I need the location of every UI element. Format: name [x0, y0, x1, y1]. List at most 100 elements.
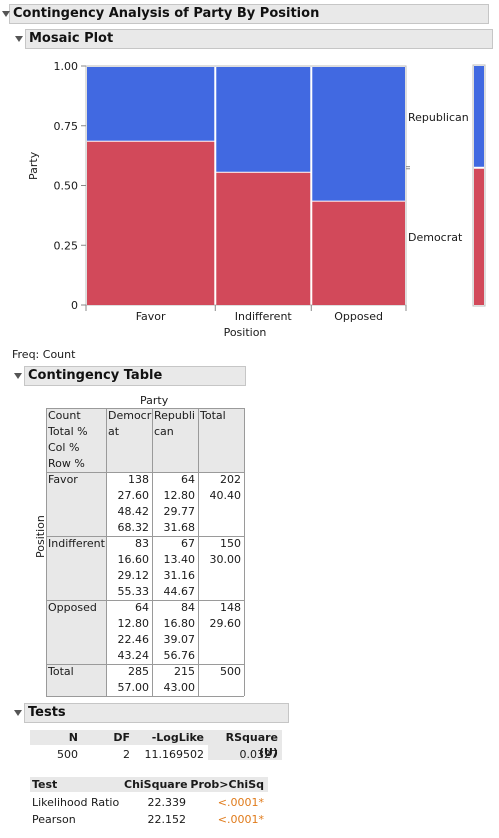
y-tick-label: 0.75: [54, 120, 79, 133]
marginal-republican: [474, 66, 484, 167]
x-axis-label: Position: [223, 326, 267, 339]
test-chisq-0: 22.339: [147, 796, 187, 809]
cell-total-indifferent: 150 30.00: [198, 536, 244, 600]
cell-democrat-favor-line: 138: [128, 473, 149, 486]
mosaic-cell-democrat-opposed: [312, 201, 405, 305]
col-header-1-line: can: [154, 425, 174, 438]
cell-republican-opposed-line: 39.07: [163, 633, 196, 646]
mosaic-header-label: Mosaic Plot: [29, 31, 114, 46]
summary-header-2: -LogLike: [134, 730, 208, 745]
test-name-0: Likelihood Ratio: [32, 796, 120, 809]
cell-republican-favor: 64 12.80 29.77 31.68: [152, 472, 198, 536]
cell-democrat-indifferent-line: 55.33: [117, 585, 150, 598]
summary-header-bg: [30, 730, 282, 745]
col-header-1-line: Republi: [154, 409, 195, 422]
y-tick-label: 1.00: [54, 60, 79, 73]
row-label-favor: Favor: [46, 472, 106, 536]
test-prob-1: <.0001*: [217, 813, 264, 826]
cell-republican-opposed-line: 16.80: [163, 617, 196, 630]
test-header-1: ChiSquare: [124, 777, 190, 792]
summary-header-3: RSquare (U): [208, 730, 282, 760]
summary-value-2: 11.169502: [144, 748, 205, 761]
row-label-indifferent: Indifferent: [46, 536, 106, 600]
cell-total-favor-line: 40.40: [209, 489, 242, 502]
cell-democrat-opposed-line: 43.24: [117, 649, 150, 662]
cell-democrat-opposed-line: 22.46: [117, 633, 150, 646]
row-label-total: Total: [46, 664, 106, 696]
test-chisq-1: 22.152: [147, 813, 187, 826]
cell-republican-opposed: 84 16.80 39.07 56.76: [152, 600, 198, 664]
x-tick-label: Favor: [136, 310, 166, 323]
summary-value-0: 500: [57, 748, 78, 761]
col-header-0-line: Democr: [108, 409, 152, 422]
summary-header-1: DF: [82, 730, 134, 745]
cell-republican-indifferent-line: 67: [181, 537, 195, 550]
cell-democrat-total-line: 57.00: [117, 681, 150, 694]
cell-total-indifferent-line: 30.00: [209, 553, 242, 566]
row-var-label: Position: [34, 515, 47, 558]
x-tick-label: Indifferent: [235, 310, 293, 323]
summary-value-1: 2: [123, 748, 130, 761]
contingency-header[interactable]: Contingency Table: [24, 366, 246, 386]
report-title-bar[interactable]: Contingency Analysis of Party By Positio…: [9, 4, 489, 24]
cell-republican-opposed-line: 84: [181, 601, 195, 614]
stat-labels-cell-line: Total %: [48, 425, 88, 438]
col-var-label: Party: [140, 394, 169, 407]
test-header-2: Prob>ChiSq: [190, 777, 268, 792]
summary-value-3: 0.0327: [239, 748, 279, 761]
stat-labels-cell-line: Col %: [48, 441, 80, 454]
report-disclosure-icon[interactable]: [2, 11, 10, 17]
cell-total-opposed-line: 29.60: [209, 617, 242, 630]
contingency-header-label: Contingency Table: [28, 368, 163, 383]
contingency-disclosure-icon[interactable]: [14, 373, 22, 379]
freq-label: Freq: Count: [12, 348, 76, 361]
test-header-0: Test: [30, 777, 124, 792]
col-header-2-line: Total: [200, 409, 226, 422]
cell-total-indifferent-line: 150: [220, 537, 241, 550]
cell-democrat-indifferent: 83 16.60 29.12 55.33: [106, 536, 152, 600]
marginal-democrat: [474, 168, 484, 305]
cell-republican-total: 215 43.00: [152, 664, 198, 696]
cell-democrat-favor-line: 68.32: [117, 521, 150, 534]
cell-republican-indifferent-line: 31.16: [163, 569, 196, 582]
right-label-republican: Republican: [408, 111, 469, 124]
tests-disclosure-icon[interactable]: [14, 710, 22, 716]
cell-republican-favor-line: 31.68: [163, 521, 196, 534]
row-label-opposed: Opposed: [46, 600, 106, 664]
mosaic-cell-republican-favor: [87, 67, 215, 141]
cell-republican-indifferent: 67 13.40 31.16 44.67: [152, 536, 198, 600]
col-header-0-line: at: [108, 425, 120, 438]
cell-grand-total-line: 500: [220, 665, 241, 678]
cell-republican-favor-line: 29.77: [163, 505, 196, 518]
col-header-2: Total: [198, 408, 244, 472]
y-tick-label: 0: [71, 299, 78, 312]
cell-democrat-opposed-line: 64: [135, 601, 149, 614]
mosaic-header[interactable]: Mosaic Plot: [25, 29, 493, 49]
y-axis-label: Party: [27, 151, 40, 180]
cell-democrat-opposed-line: 12.80: [117, 617, 150, 630]
cell-democrat-favor-line: 48.42: [117, 505, 150, 518]
cell-democrat-indifferent-line: 83: [135, 537, 149, 550]
mosaic-disclosure-icon[interactable]: [15, 36, 23, 42]
cell-total-opposed: 148 29.60: [198, 600, 244, 664]
cell-democrat-opposed: 64 12.80 22.46 43.24: [106, 600, 152, 664]
cell-total-opposed-line: 148: [220, 601, 241, 614]
cell-democrat-indifferent-line: 29.12: [117, 569, 150, 582]
mosaic-cell-republican-indifferent: [216, 67, 311, 172]
mosaic-cell-republican-opposed: [312, 67, 405, 201]
mosaic-cell-democrat-favor: [87, 141, 215, 305]
stat-labels-cell: Count Total % Col % Row %: [46, 408, 106, 472]
cell-democrat-total: 285 57.00: [106, 664, 152, 696]
y-tick-label: 0.25: [54, 239, 79, 252]
cell-grand-total: 500: [198, 664, 244, 696]
cell-republican-opposed-line: 56.76: [163, 649, 196, 662]
cell-republican-total-line: 215: [174, 665, 195, 678]
cell-democrat-favor-line: 27.60: [117, 489, 150, 502]
cell-total-favor-line: 202: [220, 473, 241, 486]
cell-total-favor: 202 40.40: [198, 472, 244, 536]
cell-republican-favor-line: 64: [181, 473, 195, 486]
col-header-0: Democr at: [106, 408, 152, 472]
cell-republican-indifferent-line: 44.67: [163, 585, 196, 598]
cell-republican-total-line: 43.00: [163, 681, 196, 694]
tests-header[interactable]: Tests: [24, 703, 289, 723]
